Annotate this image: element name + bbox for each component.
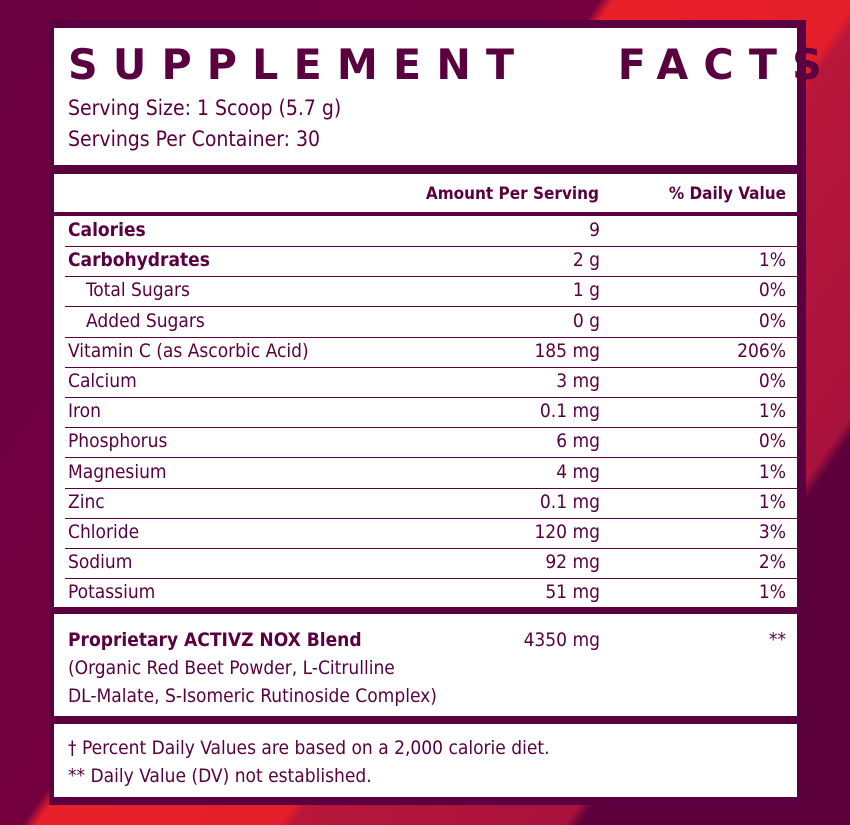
- footnote-1: † Percent Daily Values are based on a 2,…: [68, 737, 550, 759]
- nutrient-name: Calories: [68, 219, 146, 241]
- nutrient-row: Magnesium 4 mg 1%: [65, 458, 797, 489]
- nutrient-row: Calories 9: [65, 216, 797, 247]
- nutrient-amount: 0.1 mg: [539, 400, 600, 423]
- nutrient-dv: 1%: [758, 490, 786, 513]
- nutrient-row: Zinc 0.1 mg 1%: [65, 488, 797, 519]
- nutrient-amount: 51 mg: [545, 581, 600, 604]
- nutrient-amount: 9: [589, 219, 600, 241]
- nutrient-name: Calcium: [68, 370, 137, 392]
- nutrient-dv: 206%: [737, 339, 786, 362]
- header-dv: % Daily Value: [668, 184, 786, 204]
- nutrient-amount: 92 mg: [545, 551, 600, 574]
- nutrient-name: Vitamin C (as Ascorbic Acid): [68, 339, 309, 362]
- nutrient-amount: 4 mg: [556, 460, 600, 483]
- nutrient-amount: 185 mg: [534, 339, 600, 362]
- nutrient-dv: 2%: [758, 551, 786, 574]
- nutrient-row: Added Sugars 0 g 0%: [65, 307, 797, 338]
- nutrient-row: Sodium 92 mg 2%: [65, 548, 797, 580]
- nutrient-amount: 120 mg: [534, 521, 600, 543]
- title: SUPPLEMENT FACTS: [68, 40, 837, 89]
- serving-size: Serving Size: 1 Scoop (5.7 g): [68, 96, 342, 120]
- nutrient-amount: 0.1 mg: [539, 490, 600, 513]
- nutrient-row: Total Sugars 1 g 0%: [65, 276, 797, 308]
- servings-per-container: Servings Per Container: 30: [68, 127, 321, 151]
- nutrient-dv: 0%: [758, 370, 786, 392]
- nutrient-name: Phosphorus: [68, 430, 168, 453]
- nutrient-name: Sodium: [68, 551, 133, 574]
- nutrient-row: Calcium 3 mg 0%: [65, 367, 797, 398]
- blend-panel: Proprietary ACTIVZ NOX Blend (Organic Re…: [54, 614, 797, 716]
- footnotes: † Percent Daily Values are based on a 2,…: [54, 724, 797, 797]
- blend-amount: 4350 mg: [523, 629, 600, 651]
- nutrient-amount: 6 mg: [556, 430, 600, 453]
- nutrient-dv: 0%: [758, 430, 786, 453]
- nutrient-name: Potassium: [68, 581, 156, 604]
- nutrient-row: Phosphorus 6 mg 0%: [65, 427, 797, 459]
- nutrient-row: Chloride 120 mg 3%: [65, 518, 797, 549]
- nutrient-amount: 1 g: [572, 279, 600, 302]
- nutrient-name: Added Sugars: [86, 309, 205, 332]
- nutrient-name: Zinc: [68, 490, 105, 513]
- nutrient-dv: 0%: [758, 309, 786, 332]
- nutrient-name: Chloride: [68, 521, 140, 543]
- nutrient-dv: 1%: [758, 400, 786, 423]
- blend-ingredients-1: (Organic Red Beet Powder, L-Citrulline: [68, 657, 395, 679]
- blend-dv: **: [768, 629, 786, 651]
- nutrient-amount: 0 g: [572, 309, 600, 332]
- nutrient-row: Vitamin C (as Ascorbic Acid) 185 mg 206%: [65, 337, 797, 368]
- nutrient-dv: 1%: [758, 460, 786, 483]
- footnote-2: ** Daily Value (DV) not established.: [68, 765, 372, 787]
- nutrient-row: Carbohydrates 2 g 1%: [65, 246, 797, 278]
- nutrient-dv: 1%: [758, 249, 786, 272]
- nutrient-dv: 0%: [758, 279, 786, 302]
- blend-name: Proprietary ACTIVZ NOX Blend: [68, 629, 362, 651]
- nutrient-dv: 1%: [758, 581, 786, 604]
- supplement-facts-label: SUPPLEMENT FACTS Serving Size: 1 Scoop (…: [49, 20, 822, 805]
- header-amount: Amount Per Serving: [425, 184, 599, 204]
- nutrient-row: Potassium 51 mg 1%: [65, 578, 797, 608]
- title-panel: SUPPLEMENT FACTS Serving Size: 1 Scoop (…: [54, 28, 822, 165]
- nutrient-name: Magnesium: [68, 460, 167, 483]
- nutrient-amount: 3 mg: [556, 370, 600, 392]
- blend-text: Proprietary ACTIVZ NOX Blend (Organic Re…: [68, 626, 437, 710]
- nutrient-name: Carbohydrates: [68, 249, 210, 272]
- blend-ingredients-2: DL-Malate, S-Isomeric Rutinoside Complex…: [68, 685, 437, 707]
- nutrient-name: Iron: [68, 400, 101, 423]
- nutrient-table: Calories 9 Carbohydrates 2 g 1% Total Sug…: [54, 216, 797, 607]
- nutrient-dv: 3%: [758, 521, 786, 543]
- nutrient-amount: 2 g: [572, 249, 600, 272]
- nutrient-row: Iron 0.1 mg 1%: [65, 397, 797, 429]
- column-headers: Amount Per Serving % Daily Value: [54, 174, 797, 212]
- nutrient-name: Total Sugars: [86, 279, 190, 302]
